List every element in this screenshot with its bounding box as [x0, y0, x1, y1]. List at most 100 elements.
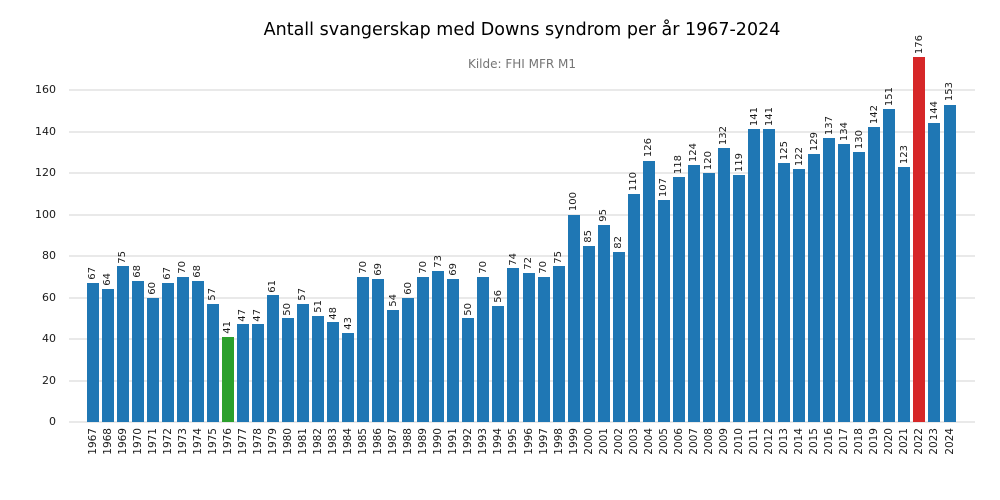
x-tick-label: 2019 [868, 428, 881, 455]
bar-value-label-wrap: 64 [100, 273, 116, 286]
bar-value-label-wrap: 95 [596, 209, 612, 222]
bar-1977 [236, 324, 249, 422]
bar-value-label-wrap: 74 [505, 253, 521, 266]
x-tick-label-wrap: 1985 [355, 428, 371, 455]
bar-2013 [778, 162, 791, 422]
bar-value-label-wrap: 50 [460, 303, 476, 316]
bar-value-label-wrap: 75 [115, 251, 131, 264]
x-tick-label-wrap: 2006 [671, 428, 687, 455]
x-tick-label: 1975 [206, 428, 219, 455]
x-tick-label: 1983 [327, 428, 340, 455]
bar-2009 [717, 148, 730, 422]
x-tick-label: 1988 [402, 428, 415, 455]
x-tick-label-wrap: 2014 [791, 428, 807, 455]
bar-value-label-wrap: 142 [866, 105, 882, 124]
bar-1997 [537, 276, 550, 422]
x-tick-label-wrap: 1999 [566, 428, 582, 455]
bar-value-label: 70 [357, 261, 369, 274]
bar-value-label-wrap: 51 [310, 300, 326, 313]
x-tick-label: 2007 [687, 428, 700, 455]
x-tick-label: 1982 [312, 428, 325, 455]
bar-value-label: 137 [823, 115, 835, 135]
bar-value-label-wrap: 70 [355, 261, 371, 274]
bar-2012 [763, 129, 776, 422]
x-tick-label-wrap: 1983 [325, 428, 341, 455]
x-tick-label: 2000 [582, 428, 595, 455]
x-tick-label-wrap: 2003 [626, 428, 642, 455]
bar-1994 [492, 305, 505, 422]
x-tick-label: 2003 [627, 428, 640, 455]
x-tick-label: 1970 [131, 428, 144, 455]
x-tick-label: 1990 [432, 428, 445, 455]
bar-value-label-wrap: 57 [205, 288, 221, 301]
x-tick-label: 2015 [808, 428, 821, 455]
bar-2006 [672, 177, 685, 422]
x-tick-label-wrap: 2016 [821, 428, 837, 455]
bar-value-label-wrap: 129 [806, 132, 822, 151]
x-tick-label: 2004 [642, 428, 655, 455]
bar-value-label-wrap: 144 [926, 101, 942, 120]
x-tick-label: 2022 [913, 428, 926, 455]
bar-value-label: 85 [583, 229, 595, 243]
bar-1979 [266, 295, 279, 422]
bar-value-label-wrap: 73 [430, 255, 446, 268]
x-tick-label-wrap: 2013 [776, 428, 792, 455]
bar-value-label: 124 [688, 142, 700, 162]
x-tick-label: 1967 [86, 428, 99, 455]
x-tick-label: 1987 [387, 428, 400, 455]
x-tick-label-wrap: 2021 [896, 428, 912, 455]
x-tick-label-wrap: 2000 [581, 428, 597, 455]
x-tick-label: 2016 [823, 428, 836, 455]
bar-1987 [387, 309, 400, 422]
bar-value-label-wrap: 50 [280, 303, 296, 316]
y-gridline [69, 130, 975, 133]
bar-value-label: 134 [838, 121, 850, 141]
x-tick-label: 1999 [567, 428, 580, 455]
bar-value-label: 67 [87, 267, 98, 280]
chart-subtitle: Kilde: FHI MFR M1 [467, 57, 577, 71]
y-gridline [69, 296, 975, 299]
x-tick-label-wrap: 1977 [235, 428, 251, 455]
bar-value-label-wrap: 47 [235, 309, 251, 322]
bar-1976 [221, 336, 234, 422]
bar-value-label-wrap: 82 [611, 236, 627, 249]
bar-2016 [823, 137, 836, 422]
y-tick-label: 20 [42, 373, 56, 387]
x-tick-label: 2013 [778, 428, 791, 455]
bar-1968 [101, 289, 114, 422]
bar-1969 [116, 266, 129, 422]
x-tick-label-wrap: 2017 [836, 428, 852, 455]
chart-title: Antall svangerskap med Downs syndrom per… [263, 20, 781, 40]
x-tick-label-wrap: 1969 [115, 428, 131, 455]
x-tick-label-wrap: 1970 [130, 428, 146, 455]
bar-value-label: 72 [523, 256, 535, 270]
x-tick-label: 1974 [191, 428, 204, 455]
bar-value-label: 153 [944, 82, 955, 102]
x-tick-label-wrap: 1982 [310, 428, 326, 455]
y-gridline [69, 255, 975, 257]
bar-1975 [206, 303, 219, 422]
bar-2024 [943, 104, 956, 422]
bar-1995 [507, 268, 520, 422]
bar-value-label-wrap: 60 [400, 282, 416, 295]
bar-1988 [402, 297, 415, 422]
bar-1972 [161, 282, 174, 422]
bar-value-label: 70 [477, 261, 489, 274]
bar-value-label: 141 [763, 107, 775, 127]
x-tick-label-wrap: 2009 [716, 428, 732, 455]
x-tick-label-wrap: 1987 [385, 428, 401, 455]
x-tick-label: 2002 [612, 428, 625, 455]
bar-value-label: 151 [883, 86, 895, 106]
bar-value-label: 69 [447, 263, 459, 276]
x-tick-label: 2006 [672, 428, 685, 455]
bar-value-label: 118 [673, 155, 685, 175]
bar-2005 [657, 199, 670, 422]
x-tick-label-wrap: 2007 [686, 428, 702, 455]
bar-1990 [432, 270, 445, 422]
bar-1970 [131, 280, 144, 422]
x-tick-label-wrap: 1967 [85, 428, 101, 455]
bar-2002 [612, 251, 625, 422]
x-tick-label-wrap: 1993 [475, 428, 491, 455]
bar-value-label-wrap: 56 [490, 290, 506, 303]
bar-1971 [146, 297, 159, 422]
